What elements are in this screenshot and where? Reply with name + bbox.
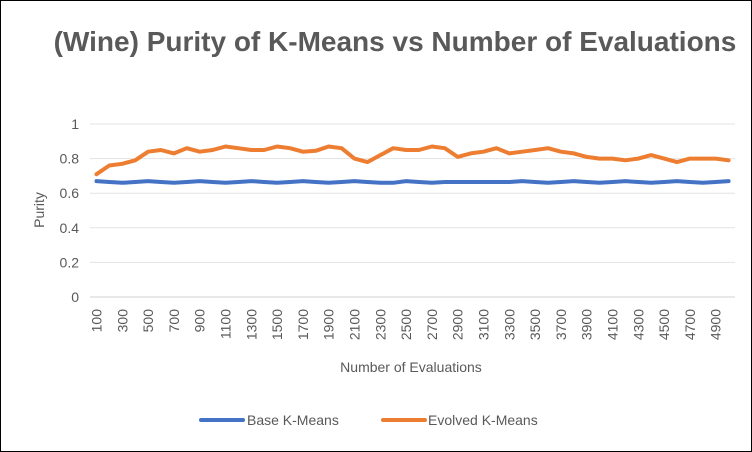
y-tick-label: 0.4 <box>60 220 80 236</box>
x-tick-label: 1100 <box>217 309 233 339</box>
series-line-base-kmeans <box>94 179 731 185</box>
x-tick-label: 300 <box>114 309 130 333</box>
x-tick-label: 1700 <box>295 309 311 340</box>
x-tick-label: 3500 <box>527 309 543 340</box>
y-tick-labels: 0 0.2 0.4 0.6 0.8 1 <box>60 116 80 305</box>
x-tick-label: 2300 <box>372 309 388 340</box>
x-tick-label: 1300 <box>243 309 259 340</box>
x-tick-label: 900 <box>192 309 208 333</box>
x-tick-label: 4900 <box>708 309 724 340</box>
x-tick-label: 4100 <box>604 309 620 340</box>
x-tick-label: 3900 <box>579 309 595 340</box>
x-tick-label: 4700 <box>682 309 698 340</box>
x-tick-label: 1500 <box>269 309 285 340</box>
x-tick-label: 3100 <box>475 309 491 340</box>
x-tick-label: 700 <box>166 309 182 333</box>
chart-title: (Wine) Purity of K-Means vs Number of Ev… <box>53 26 737 57</box>
x-tick-label: 2500 <box>398 309 414 340</box>
x-tick-label: 1900 <box>321 309 337 340</box>
y-tick-label: 1 <box>71 116 79 132</box>
x-tick-label: 2700 <box>424 309 440 340</box>
legend-label: Base K-Means <box>247 412 339 428</box>
x-tick-label: 3700 <box>553 309 569 340</box>
x-tick-label: 4300 <box>630 309 646 340</box>
legend-label: Evolved K-Means <box>428 412 538 428</box>
x-tick-label: 2100 <box>346 309 362 340</box>
legend: Base K-Means Evolved K-Means <box>199 412 538 428</box>
x-tick-label: 500 <box>140 309 156 333</box>
y-tick-label: 0 <box>71 289 79 305</box>
x-axis-title: Number of Evaluations <box>340 359 482 375</box>
series-lines <box>94 144 731 185</box>
x-tick-labels: 100 300 500 700 900 1100 1300 1500 1700 1900 2100 2… <box>88 309 723 340</box>
y-tick-label: 0.2 <box>60 254 80 270</box>
x-tick-label: 2900 <box>450 309 466 340</box>
y-axis-title: Purity <box>31 192 47 228</box>
x-tick-label: 3300 <box>501 309 517 340</box>
series-line-evolved-kmeans <box>94 144 731 177</box>
x-tick-label: 100 <box>88 309 104 333</box>
y-tick-label: 0.8 <box>60 151 80 167</box>
y-tick-label: 0.6 <box>60 185 80 201</box>
gridlines <box>90 123 735 298</box>
x-tick-label: 4500 <box>656 309 672 340</box>
